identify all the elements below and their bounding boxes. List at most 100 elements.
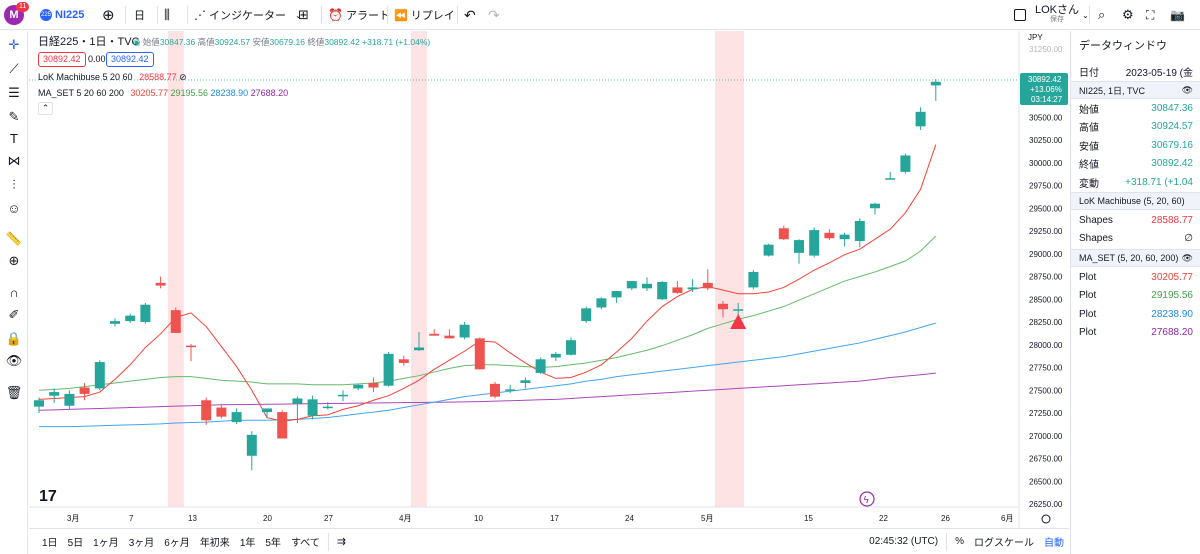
countdown: 03:14:27 xyxy=(1031,95,1063,104)
candle xyxy=(216,404,227,419)
range-buttons: 1日 5日 1ヶ月 3ヶ月 6ヶ月 年初来 1年 5年 すべて xyxy=(37,534,325,549)
candle xyxy=(186,343,196,362)
time-tick: 24 xyxy=(625,514,634,523)
fib-icon[interactable]: ☰ xyxy=(8,85,20,100)
range-button[interactable]: 1日 xyxy=(42,538,58,549)
search-button[interactable]: ⌕ xyxy=(1092,0,1111,30)
candle xyxy=(870,202,880,215)
range-button[interactable]: 5日 xyxy=(67,538,84,549)
trend-line-icon[interactable]: ⟋ xyxy=(9,61,19,76)
indicators-icon: ⋰ xyxy=(194,8,206,22)
auto-scale-button[interactable]: 自動 xyxy=(1044,538,1064,549)
section-machibuse[interactable]: LoK Machibuse (5, 20, 60) xyxy=(1071,192,1200,210)
indicator-legend-machibuse[interactable]: LoK Machibuse 5 20 60 28588.77 ⊘ xyxy=(38,72,187,82)
price-tick: 30000.00 xyxy=(1029,159,1063,168)
log-scale-button[interactable]: ログスケール xyxy=(974,538,1034,549)
date-range-button[interactable]: ⇉ xyxy=(332,535,351,548)
chart-pane[interactable]: 31250.0030750.0030500.0030250.0030000.00… xyxy=(29,31,1069,528)
data-row: Plot 27688.20 xyxy=(1079,327,1193,338)
time-tick: 5月 xyxy=(701,514,713,523)
range-button[interactable]: 1年 xyxy=(239,538,256,549)
price-tick: 29250.00 xyxy=(1029,227,1063,236)
collapse-legend-button[interactable]: ⌃ xyxy=(38,102,53,115)
ask-button[interactable]: 30892.42 xyxy=(106,52,154,67)
candle xyxy=(246,431,257,471)
section-ni225[interactable]: NI225, 1日, TVC 👁 xyxy=(1071,81,1200,99)
price-tick: 26750.00 xyxy=(1029,455,1063,464)
lightning-icon[interactable]: ϟ xyxy=(864,495,870,506)
alert-button[interactable]: ⏰ アラート xyxy=(328,8,390,22)
alarm-icon: ⏰ xyxy=(328,8,343,22)
range-button[interactable]: 5年 xyxy=(265,538,281,549)
text-icon[interactable]: T xyxy=(10,131,18,146)
time-tick: 7 xyxy=(129,514,134,523)
candle xyxy=(459,322,470,340)
replay-button[interactable]: ⏪ リプレイ xyxy=(394,9,455,23)
data-row: 始値 30847.36 xyxy=(1079,102,1193,116)
fullscreen-button[interactable]: ⛶ xyxy=(1140,0,1160,30)
candle xyxy=(125,313,136,323)
trash-icon[interactable]: 🗑 xyxy=(5,385,23,400)
candle xyxy=(778,225,789,241)
range-button[interactable]: 6ヶ月 xyxy=(164,538,190,549)
ohlc-legend: ◉ 始値30847.36 高値30924.57 安値30679.16 終値308… xyxy=(133,37,431,47)
candle xyxy=(79,382,90,401)
range-button[interactable]: 3ヶ月 xyxy=(128,538,155,549)
range-button[interactable]: 1ヶ月 xyxy=(93,538,119,549)
zoom-in-icon[interactable]: ⊕ xyxy=(8,253,20,268)
interval-button[interactable]: 日 xyxy=(134,10,145,22)
clock-display[interactable]: 02:45:32 (UTC) xyxy=(869,536,939,547)
eye-icon[interactable]: 👁 xyxy=(5,353,23,368)
symbol-search-button[interactable]: 225 NI225 xyxy=(34,0,90,30)
percent-scale-button[interactable]: % xyxy=(955,536,964,547)
candle xyxy=(231,408,242,424)
axis-settings-icon[interactable] xyxy=(1041,514,1051,524)
price-chart[interactable]: 31250.0030750.0030500.0030250.0030000.00… xyxy=(29,31,1069,528)
compare-button[interactable]: ⊕ xyxy=(96,0,121,30)
lock-icon[interactable]: 🔒 xyxy=(5,331,23,346)
data-row: Shapes ∅ xyxy=(1079,233,1193,244)
range-button[interactable]: 年初来 xyxy=(199,538,230,549)
range-button[interactable]: すべて xyxy=(290,538,320,549)
candle xyxy=(383,352,394,387)
candle xyxy=(368,377,379,393)
candle xyxy=(626,281,637,291)
gear-icon: ⚙ xyxy=(1122,7,1134,22)
ruler-icon[interactable]: 📏 xyxy=(5,231,23,246)
candle xyxy=(34,397,44,413)
chevron-down-icon: ⌄ xyxy=(295,10,302,20)
time-tick: 15 xyxy=(804,514,813,523)
snapshot-button[interactable]: 📷 xyxy=(1164,0,1191,30)
indicator-legend-maset[interactable]: MA_SET 5 20 60 200 30205.77 29195.56 282… xyxy=(38,88,289,98)
candle xyxy=(444,329,455,339)
undo-button[interactable]: ↶ xyxy=(458,0,482,30)
emoji-icon[interactable]: ☺ xyxy=(7,201,21,216)
crosshair-icon[interactable]: ✛ xyxy=(8,37,20,52)
section-maset[interactable]: MA_SET (5, 20, 60, 200) 👁 xyxy=(1071,249,1200,267)
candle xyxy=(490,382,500,399)
settings-button[interactable]: ⚙ xyxy=(1116,0,1140,30)
redo-button[interactable]: ↷ xyxy=(482,0,506,30)
indicators-button[interactable]: ⋰ インジケーター ⌄ xyxy=(194,8,302,22)
currency-label[interactable]: JPY xyxy=(1028,33,1043,42)
magnet-icon[interactable]: ∩ xyxy=(9,285,19,300)
lock-drawing-icon[interactable]: ✐ xyxy=(8,307,20,322)
eye-icon[interactable]: 👁 xyxy=(1181,84,1193,95)
symbol-name: NI225 xyxy=(55,9,85,21)
top-toolbar: M 11 225 NI225 ⊕ 日 ⫼ ⋰ インジケーター ⌄ ⊞ ⏰ アラー… xyxy=(0,0,1200,30)
brush-icon[interactable]: ✎ xyxy=(8,109,20,124)
candle xyxy=(292,396,303,424)
bid-button[interactable]: 30892.42 xyxy=(38,52,86,67)
price-tick: 31250.00 xyxy=(1029,45,1063,54)
candle xyxy=(581,306,592,323)
events-circle[interactable] xyxy=(859,491,875,507)
price-tick: 29500.00 xyxy=(1029,204,1063,213)
price-tick: 28500.00 xyxy=(1029,295,1063,304)
layouts-button[interactable]: ⊞ xyxy=(292,0,315,30)
eye-icon[interactable]: 👁 xyxy=(1181,252,1193,263)
candle xyxy=(307,395,318,420)
layout-name-button[interactable]: LOKさん 保存 ⌄ xyxy=(1008,0,1095,30)
pattern-icon[interactable]: ⋈ xyxy=(7,153,21,168)
chart-type-button[interactable]: ⫼ xyxy=(158,0,176,30)
prediction-icon[interactable]: ⫶ xyxy=(12,177,16,192)
